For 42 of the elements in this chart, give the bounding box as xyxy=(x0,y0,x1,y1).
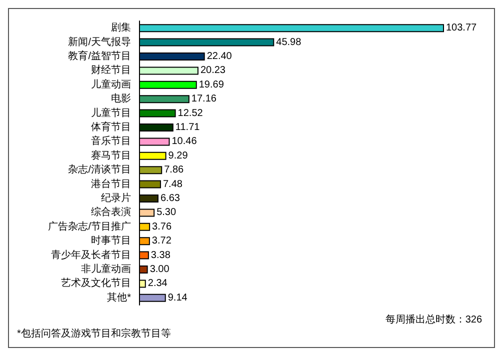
data-label: 22.40 xyxy=(206,51,232,62)
data-label: 9.14 xyxy=(168,292,188,304)
data-label: 3.38 xyxy=(150,250,171,261)
data-label: 17.16 xyxy=(191,94,217,105)
text: 每周播出总时数：326 xyxy=(385,314,482,326)
y-tick-label: 其他* xyxy=(107,291,132,304)
y-tick-label: 港台节目 xyxy=(91,178,131,190)
y-tick-label: 青少年及长者节目 xyxy=(51,248,131,261)
y-tick-label: 财经节目 xyxy=(91,64,131,76)
y-tick-label: 儿童节目 xyxy=(91,106,131,119)
data-label: 3.76 xyxy=(152,221,172,232)
y-tick-label: 新闻/天气报导 xyxy=(68,36,131,48)
data-label: 3.72 xyxy=(152,236,172,247)
data-label: 11.71 xyxy=(175,122,200,133)
y-tick-label: 时事节目 xyxy=(91,234,131,247)
data-label: 5.30 xyxy=(156,207,176,218)
data-label: 2.34 xyxy=(148,278,168,290)
data-label: 12.52 xyxy=(178,108,204,119)
data-label: 45.98 xyxy=(276,36,302,48)
data-label: 19.69 xyxy=(198,79,224,90)
data-label: 9.29 xyxy=(168,150,188,162)
data-label: 6.63 xyxy=(160,193,180,204)
y-tick-label: 赛马节目 xyxy=(91,149,131,162)
y-tick-label: 音乐节目 xyxy=(91,135,131,148)
text: *包括问答及游戏节目和宗教节目等 xyxy=(17,328,171,340)
y-tick-label: 综合表演 xyxy=(91,206,131,218)
y-tick-label: 非儿童动画 xyxy=(81,263,131,275)
y-tick-label: 电影 xyxy=(111,92,131,105)
y-tick-label: 教育/益智节目 xyxy=(68,50,131,62)
y-tick-label: 艺术及文化节目 xyxy=(61,277,131,290)
y-tick-label: 体育节目 xyxy=(91,121,131,133)
y-tick-label: 杂志/清谈节目 xyxy=(68,164,131,176)
y-tick-label: 广告杂志/节目推广 xyxy=(48,220,131,232)
y-tick-label: 剧集 xyxy=(111,22,131,34)
data-label: 20.23 xyxy=(200,65,226,76)
y-tick-label: 纪录片 xyxy=(101,192,131,204)
data-label: 7.48 xyxy=(162,178,183,190)
data-label: 3.00 xyxy=(150,264,170,275)
data-label: 103.77 xyxy=(446,22,478,34)
y-tick-label: 儿童动画 xyxy=(91,78,131,90)
data-label: 10.46 xyxy=(172,136,198,148)
data-label: 7.86 xyxy=(164,164,184,176)
